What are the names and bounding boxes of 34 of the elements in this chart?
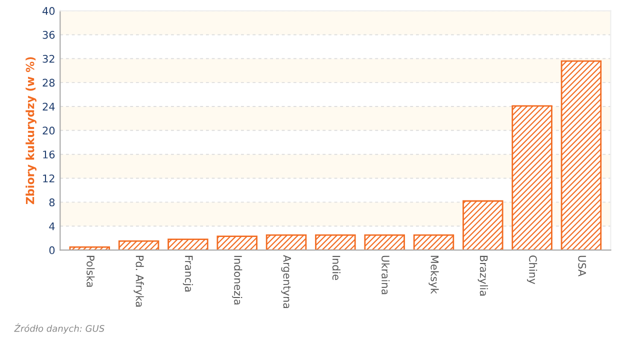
x-tick-label: Indie (332, 256, 340, 280)
x-tick-label: Chiny (527, 256, 538, 284)
y-tick-label: 12 (43, 174, 54, 182)
bar (462, 200, 504, 250)
y-tick-label: 40 (42, 7, 55, 15)
y-tick-label: 20 (42, 126, 55, 135)
x-tick-label: Meksyk (428, 256, 439, 294)
text: Źródło danych: GUS (14, 323, 104, 334)
y-tick-label: 16 (43, 150, 55, 158)
bar (118, 240, 160, 250)
y-tick-label: 28 (42, 78, 55, 87)
bar (512, 105, 552, 250)
bar (168, 238, 208, 250)
x-tick-label: USA (578, 256, 586, 276)
bar (315, 234, 356, 250)
y-axis-title: Zbiory kukurydzy (w %) (26, 57, 36, 204)
y-tick-label: 24 (42, 102, 55, 110)
bar (364, 234, 405, 250)
y-tick-label: 36 (42, 30, 55, 39)
x-tick-label: Polska (86, 256, 95, 287)
bar (560, 60, 602, 250)
x-tick-label: Indonezja (232, 256, 242, 304)
x-tick-label: Brazylia (478, 256, 488, 296)
y-tick-label: 0 (49, 246, 55, 254)
y-tick-label: 8 (49, 198, 55, 206)
x-tick-label: Argentyna (281, 254, 291, 308)
bar (266, 234, 307, 250)
x-tick-label: Francja (182, 256, 193, 292)
bar (216, 236, 258, 250)
bar (413, 234, 454, 250)
x-tick-label: Ukraina (382, 256, 390, 294)
y-tick-label: 32 (42, 54, 54, 63)
y-tick-label: 4 (49, 222, 55, 230)
x-tick-label: Pd. Afryka (134, 256, 144, 307)
